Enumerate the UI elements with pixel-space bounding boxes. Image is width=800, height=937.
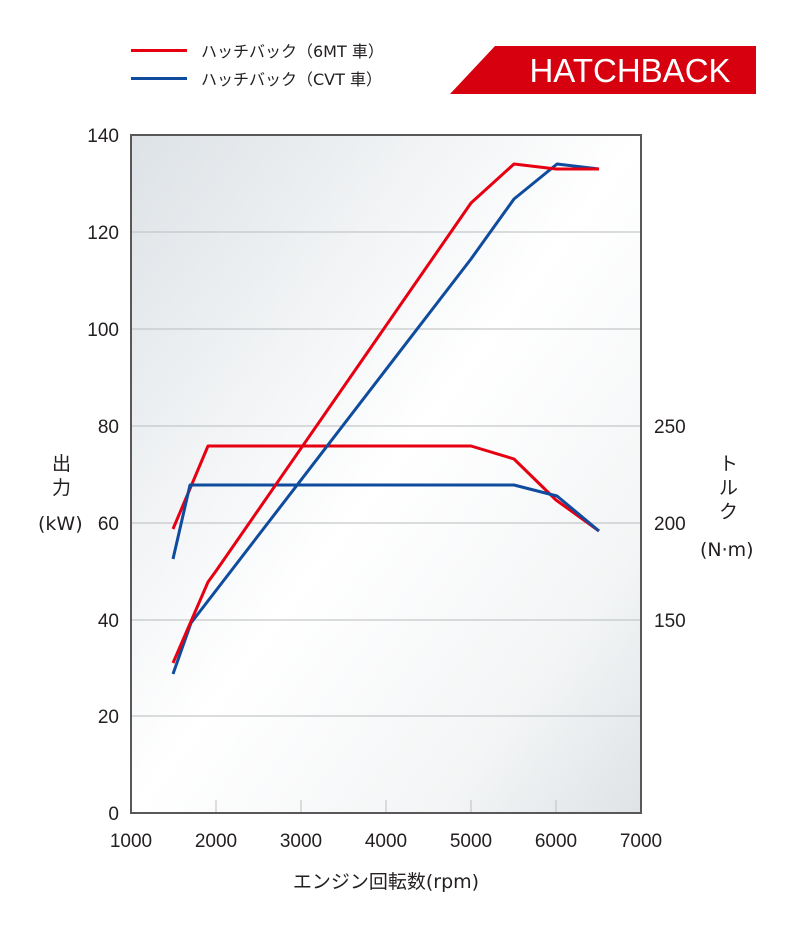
x-tick: 4000 <box>365 831 407 852</box>
x-tick-marks <box>215 800 557 813</box>
x-tick-labels: 1000 2000 3000 4000 5000 6000 7000 <box>110 831 662 852</box>
y-left-title-char: 出 <box>52 453 71 475</box>
y-right-tick-labels: 150 200 250 <box>654 417 686 632</box>
x-axis-title: エンジン回転数(rpm) <box>293 871 479 893</box>
y-tick: 80 <box>98 417 119 438</box>
y-tick: 40 <box>98 611 119 632</box>
torque-line-6mt <box>171 444 600 533</box>
y-tick: 120 <box>87 223 119 244</box>
legend-item-6mt: ハッチバック（6MT 車） <box>131 40 384 61</box>
x-tick: 3000 <box>280 831 322 852</box>
y2-tick: 200 <box>654 514 686 535</box>
x-tick: 6000 <box>535 831 577 852</box>
y-right-title-char: ト <box>719 453 738 475</box>
banner-shape <box>450 46 756 94</box>
y-tick: 20 <box>98 707 119 728</box>
hatchback-banner: HATCHBACK <box>450 46 756 94</box>
torque-line-cvt <box>171 483 600 560</box>
power-line-6mt <box>171 162 599 664</box>
y-tick: 100 <box>87 320 119 341</box>
x-tick: 7000 <box>620 831 662 852</box>
y2-tick: 250 <box>654 417 686 438</box>
plot-area <box>131 135 641 813</box>
y2-tick: 150 <box>654 611 686 632</box>
legend-swatch-blue <box>131 76 187 80</box>
gridlines <box>131 231 641 717</box>
legend-label: ハッチバック（6MT 車） <box>201 42 384 61</box>
x-tick: 1000 <box>110 831 152 852</box>
legend-label: ハッチバック（CVT 車） <box>201 70 382 89</box>
legend-swatch-red <box>131 48 187 52</box>
y-right-title-char: ク <box>719 501 738 523</box>
plot-frame <box>130 134 642 814</box>
legend-item-cvt: ハッチバック（CVT 車） <box>131 68 382 89</box>
y-left-tick-labels: 0 20 40 60 80 100 120 140 <box>87 126 119 825</box>
y-tick: 60 <box>98 514 119 535</box>
banner-label: HATCHBACK <box>529 52 731 89</box>
y-left-title: 出 力 (kW) <box>38 453 83 535</box>
x-tick: 5000 <box>450 831 492 852</box>
y-tick: 140 <box>87 126 119 147</box>
x-tick: 2000 <box>195 831 237 852</box>
y-tick: 0 <box>108 804 119 825</box>
y-right-unit: (N·m) <box>700 539 754 561</box>
y-right-title: ト ル ク (N·m) <box>700 453 754 561</box>
y-right-title-char: ル <box>719 477 738 499</box>
y-left-title-char: 力 <box>52 477 71 499</box>
y-left-unit: (kW) <box>38 513 83 535</box>
